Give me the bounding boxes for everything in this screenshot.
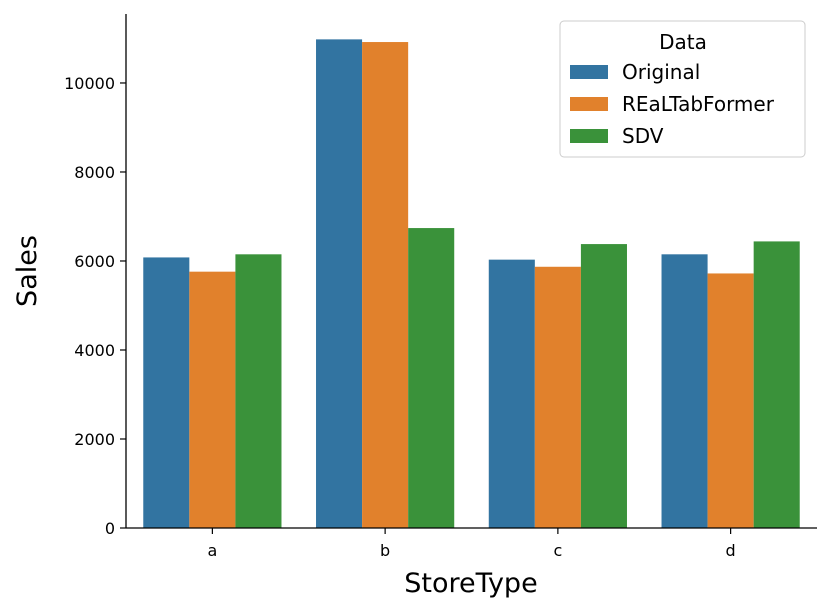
- legend-swatch-original: [570, 65, 608, 79]
- bars-layer: [143, 39, 800, 529]
- x-tick-label-d: d: [726, 541, 736, 560]
- legend: Data Original REaLTabFormer SDV: [559, 20, 806, 158]
- bar-d-realtabformer: [707, 273, 754, 528]
- y-tick-label: 4000: [74, 341, 115, 360]
- y-axis: 0 2000 4000 6000 8000 10000: [64, 14, 127, 538]
- bar-c-sdv: [580, 244, 627, 528]
- bar-d-sdv: [753, 241, 800, 528]
- y-tick-label: 0: [105, 519, 115, 538]
- x-tick-label-c: c: [553, 541, 562, 560]
- legend-label-original: Original: [622, 60, 700, 84]
- legend-swatch-realtabformer: [570, 97, 608, 111]
- bar-a-original: [143, 257, 190, 528]
- bar-d-original: [661, 254, 708, 528]
- y-axis-title: Sales: [12, 235, 43, 307]
- legend-title: Data: [659, 30, 707, 54]
- y-tick-label: 6000: [74, 252, 115, 271]
- x-axis: a b c d: [126, 527, 817, 560]
- y-tick-label: 2000: [74, 430, 115, 449]
- bar-a-realtabformer: [189, 271, 236, 528]
- bar-a-sdv: [235, 254, 282, 528]
- y-tick-label: 10000: [64, 74, 115, 93]
- legend-label-sdv: SDV: [622, 124, 664, 148]
- legend-frame: [559, 20, 806, 158]
- y-tick-label: 8000: [74, 163, 115, 182]
- bar-c-realtabformer: [534, 266, 581, 528]
- legend-label-realtabformer: REaLTabFormer: [622, 92, 775, 116]
- legend-swatch-sdv: [570, 129, 608, 143]
- bar-b-sdv: [408, 228, 455, 528]
- x-axis-title: StoreType: [404, 568, 537, 599]
- bar-b-original: [316, 39, 363, 529]
- x-tick-label-b: b: [380, 541, 390, 560]
- bar-c-original: [488, 259, 535, 528]
- bar-b-realtabformer: [362, 42, 409, 528]
- x-tick-label-a: a: [207, 541, 217, 560]
